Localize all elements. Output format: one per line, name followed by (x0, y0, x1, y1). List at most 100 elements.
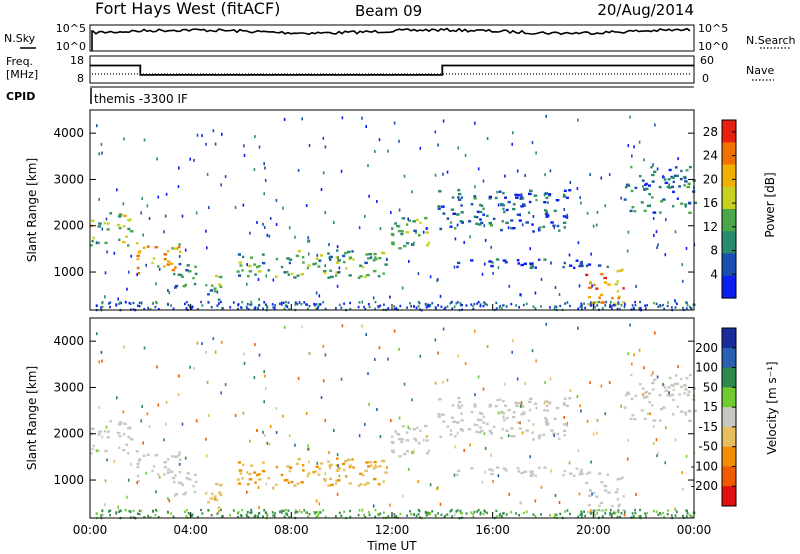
power-cell (174, 286, 177, 289)
velocity-cell (479, 426, 482, 429)
velocity-cell (413, 513, 415, 516)
velocity-cell (677, 365, 679, 369)
velocity-cell (363, 483, 367, 486)
velocity-cell (248, 478, 253, 481)
velocity-cell (639, 514, 642, 518)
velocity-cell (106, 458, 108, 462)
power-cell (621, 268, 624, 271)
velocity-cell (508, 492, 511, 496)
velocity-cell (529, 470, 533, 473)
power-cell (163, 230, 165, 234)
velocity-cell (379, 435, 382, 438)
velocity-cell (383, 511, 385, 514)
power-cell (135, 242, 139, 245)
velocity-cell (502, 412, 506, 415)
velocity-cell (117, 505, 119, 509)
velocity-cell (437, 351, 439, 355)
velocity-cell (576, 395, 579, 399)
power-cell (674, 299, 676, 303)
velocity-cell (479, 513, 482, 516)
velocity-cell (504, 382, 506, 386)
velocity-cell (452, 420, 457, 423)
power-cell (545, 196, 549, 200)
power-cell (566, 196, 569, 199)
power-cell (656, 167, 659, 171)
power-cell (393, 305, 396, 308)
power-cell (247, 275, 250, 278)
velocity-cell (118, 510, 120, 513)
power-cell (532, 215, 535, 218)
velocity-cell (179, 481, 183, 485)
velocity-cell (406, 514, 408, 517)
velocity-cell (537, 466, 541, 469)
power-cell (124, 301, 127, 304)
power-cell (651, 196, 654, 199)
power-cell (408, 259, 410, 263)
velocity-cell (274, 512, 276, 515)
power-cell (417, 272, 420, 276)
velocity-cell (666, 512, 669, 516)
velocity-cell (410, 513, 413, 516)
power-cell (477, 300, 480, 304)
power-cell (583, 302, 585, 305)
power-cell (645, 307, 647, 310)
power-cell (250, 303, 253, 306)
power-cell (630, 165, 633, 169)
power-cell (263, 301, 266, 304)
power-cell (347, 250, 351, 254)
power-cell (501, 307, 503, 310)
velocity-cell (490, 432, 493, 435)
power-cell (664, 181, 669, 185)
velocity-cell (208, 414, 210, 418)
power-cell (609, 303, 611, 307)
power-cell (399, 304, 402, 308)
velocity-cell (284, 512, 287, 515)
velocity-cell (308, 352, 311, 355)
power-cell (482, 207, 485, 210)
velocity-cell (206, 454, 208, 458)
velocity-cell (610, 513, 613, 516)
power-cell (317, 306, 319, 310)
power-cell (527, 211, 531, 214)
velocity-cell (589, 488, 592, 492)
power-cell (598, 296, 601, 299)
power-cell (597, 264, 602, 267)
power-cell (185, 307, 188, 310)
power-cell (522, 303, 525, 307)
velocity-cell (474, 393, 476, 397)
freq-tick-top: 18 (70, 54, 84, 67)
power-cell (282, 206, 284, 210)
velocity-cell (580, 472, 584, 476)
power-cell (473, 302, 476, 306)
velocity-cell (127, 452, 130, 455)
power-cell (500, 228, 503, 232)
nsky-tick-bottom: 10^0 (56, 40, 86, 53)
power-cell (632, 307, 635, 310)
velocity-cell (600, 384, 603, 388)
power-cell (364, 307, 367, 311)
velocity-cell (297, 376, 300, 380)
power-cell (118, 226, 122, 230)
velocity-cell (400, 440, 404, 444)
velocity-cell (261, 469, 266, 473)
power-cell (553, 226, 555, 230)
velocity-cell (337, 467, 341, 470)
power-cell (181, 275, 184, 278)
velocity-cell (458, 400, 462, 404)
velocity-cell (459, 428, 463, 431)
power-cell (193, 282, 197, 286)
power-cell (405, 231, 410, 234)
velocity-cell (590, 460, 592, 464)
velocity-cell (623, 513, 626, 517)
velocity-cell (566, 421, 569, 425)
velocity-cell (405, 450, 410, 453)
power-cell (674, 306, 677, 309)
velocity-cell (147, 514, 150, 518)
velocity-cell (349, 515, 352, 519)
velocity-cell (616, 478, 620, 481)
power-cell (413, 241, 415, 245)
velocity-cell (387, 515, 390, 518)
power-cell (667, 185, 671, 188)
power-cell (568, 189, 572, 192)
power-cell (348, 274, 352, 277)
